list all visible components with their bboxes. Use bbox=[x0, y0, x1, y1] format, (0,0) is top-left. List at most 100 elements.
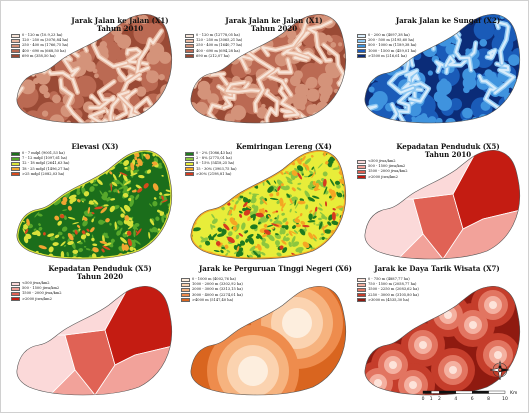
scale-segment bbox=[423, 391, 431, 394]
scale-segment bbox=[431, 391, 439, 394]
panel-density-2010: Kepadatan Penduduk (X5) Tahun 2010 <500 … bbox=[353, 139, 525, 264]
legend-swatch bbox=[185, 157, 194, 161]
legend-swatch bbox=[357, 54, 366, 58]
legend-swatch bbox=[357, 44, 366, 48]
legend-swatch bbox=[185, 34, 194, 38]
legend-swatch bbox=[181, 283, 190, 287]
scale-tick-label: 4 bbox=[454, 396, 457, 402]
legend-label: >4000 m (5147,40 ha) bbox=[192, 298, 233, 303]
legend-swatch bbox=[357, 293, 366, 297]
panel-subtitle: Tahun 2020 bbox=[25, 273, 175, 281]
scale-bar: 0 1 2 4 6 8 10Km bbox=[417, 388, 517, 410]
legend-label: >25 mdpl (2082,03 ha) bbox=[22, 172, 64, 177]
panel-subtitle: Tahun 2020 bbox=[219, 25, 329, 33]
legend-swatch bbox=[185, 54, 194, 58]
legend: <500 jiwa/km2 500 - 1500 jiwa/km2 1500 - 2… bbox=[11, 281, 62, 302]
legend-item: 690 m (212,07 ha) bbox=[185, 54, 242, 59]
legend: 0 - 200 m (4097,38 ha) 200 - 500 m (3195,… bbox=[357, 33, 416, 59]
legend-swatch bbox=[357, 175, 366, 179]
panel-elevation: Elevasi (X3) 0 - 7 mdpl (9001,53 ha) 7 - … bbox=[5, 139, 177, 264]
legend-item: >2000 jiwa/km2 bbox=[357, 175, 408, 180]
panel-university-distance: Jarak ke Perguruan Tinggi Negeri (X6) 0 … bbox=[179, 275, 351, 400]
legend-item: >2000 jiwa/km2 bbox=[11, 297, 62, 302]
legend-swatch bbox=[11, 287, 20, 291]
legend-label: >30% (2198,81 ha) bbox=[196, 172, 231, 177]
legend-label: 690 m (212,07 ha) bbox=[196, 54, 230, 59]
legend-item: >30% (2198,81 ha) bbox=[185, 172, 236, 177]
scale-tick-label: 8 bbox=[487, 396, 490, 402]
panel-title: Kepadatan Penduduk (X5) Tahun 2020 bbox=[25, 265, 175, 281]
legend-swatch bbox=[357, 170, 366, 174]
legend-swatch bbox=[357, 39, 366, 43]
legend: 0 - 1000 m (4002,76 ha) 1000 - 2000 m (33… bbox=[181, 277, 243, 303]
legend-swatch bbox=[11, 157, 20, 161]
legend-swatch bbox=[11, 44, 20, 48]
legend-label: >1500 m (216,61 ha) bbox=[368, 54, 407, 59]
legend-item: >1500 m (216,61 ha) bbox=[357, 54, 416, 59]
legend-swatch bbox=[357, 34, 366, 38]
scale-tick-label: 0 bbox=[422, 396, 425, 402]
legend-swatch bbox=[11, 54, 20, 58]
legend: 0 - 7 mdpl (9001,53 ha) 7 - 12 mdpl (1097… bbox=[11, 151, 69, 177]
legend-swatch bbox=[185, 162, 194, 166]
legend-swatch bbox=[185, 152, 194, 156]
legend-swatch bbox=[357, 165, 366, 169]
legend: 0 - 2% (1086,43 ha) 2 - 8% (2775,01 ha) 8 … bbox=[185, 151, 236, 177]
scale-segment bbox=[456, 391, 472, 394]
legend-swatch bbox=[11, 162, 20, 166]
panel-title: Jarak Jalan ke Jalan (X1) Tahun 2020 bbox=[219, 17, 329, 33]
legend-swatch bbox=[11, 39, 20, 43]
scale-tick-label: 2 bbox=[438, 396, 441, 402]
legend-swatch bbox=[357, 283, 366, 287]
legend-swatch bbox=[11, 49, 20, 53]
legend-swatch bbox=[185, 172, 194, 176]
legend-item: >25 mdpl (2082,03 ha) bbox=[11, 172, 69, 177]
legend-swatch bbox=[185, 44, 194, 48]
scale-segment bbox=[439, 391, 455, 394]
panel-slope: Kemiringan Lereng (X4) 0 - 2% (1086,43 h… bbox=[179, 139, 351, 264]
panel-density-2020: Kepadatan Penduduk (X5) Tahun 2020 <500 … bbox=[5, 275, 177, 400]
panel-title-main: Elevasi (X3) bbox=[71, 142, 118, 151]
panel-river-distance: Jarak Jalan ke Sungai (X2) 0 - 200 m (40… bbox=[353, 3, 525, 128]
legend-swatch bbox=[185, 49, 194, 53]
panel-title: Jarak ke Daya Tarik Wisata (X7) bbox=[357, 265, 517, 273]
legend-swatch bbox=[181, 288, 190, 292]
panel-title: Kepadatan Penduduk (X5) Tahun 2010 bbox=[373, 143, 523, 159]
legend: 0 - 120 m (12778,05 ha) 120 - 250 m (3065… bbox=[185, 33, 242, 59]
scale-tick-label: 10 bbox=[502, 396, 508, 402]
legend-swatch bbox=[11, 292, 20, 296]
panel-title: Jarak Jalan ke Sungai (X2) bbox=[373, 17, 523, 25]
legend-swatch bbox=[11, 167, 20, 171]
panel-title: Kemiringan Lereng (X4) bbox=[219, 143, 349, 151]
scale-unit: Km bbox=[510, 390, 517, 396]
legend-label: 690 m (358,50 ha) bbox=[22, 54, 56, 59]
panel-subtitle: Tahun 2010 bbox=[65, 25, 175, 33]
legend-swatch bbox=[181, 293, 190, 297]
scale-segment bbox=[472, 391, 488, 394]
panel-title: Jarak ke Perguruan Tinggi Negeri (X6) bbox=[199, 265, 349, 273]
legend-swatch bbox=[357, 278, 366, 282]
panel-title-main: Kemiringan Lereng (X4) bbox=[236, 142, 332, 151]
legend-swatch bbox=[181, 278, 190, 282]
panel-title-main: Jarak ke Perguruan Tinggi Negeri (X6) bbox=[199, 264, 352, 273]
legend-swatch bbox=[357, 160, 366, 164]
legend-item: >3000 m (4535,30 ha) bbox=[357, 298, 419, 303]
legend-swatch bbox=[185, 39, 194, 43]
legend-label: >2000 jiwa/km2 bbox=[22, 297, 52, 302]
legend-swatch bbox=[181, 298, 190, 302]
legend-swatch bbox=[11, 152, 20, 156]
panel-road-distance-2010: Jarak Jalan ke Jalan (X1) Tahun 2010 0 -… bbox=[5, 3, 177, 128]
north-label: U bbox=[499, 363, 502, 367]
legend: 0 - 750 m (4887,77 ha) 750 - 1500 m (2058… bbox=[357, 277, 419, 303]
legend-swatch bbox=[11, 282, 20, 286]
scale-tick-label: 6 bbox=[471, 396, 474, 402]
legend-swatch bbox=[357, 49, 366, 53]
legend-swatch bbox=[11, 34, 20, 38]
north-arrow-icon: U bbox=[489, 359, 511, 381]
scale-tick-label: 1 bbox=[430, 396, 433, 402]
legend: 0 - 120 m (10.9,23 ha) 120 - 250 m (3076,… bbox=[11, 33, 68, 59]
legend-swatch bbox=[185, 167, 194, 171]
legend-item: 690 m (358,50 ha) bbox=[11, 54, 68, 59]
legend-label: >2000 jiwa/km2 bbox=[368, 175, 398, 180]
